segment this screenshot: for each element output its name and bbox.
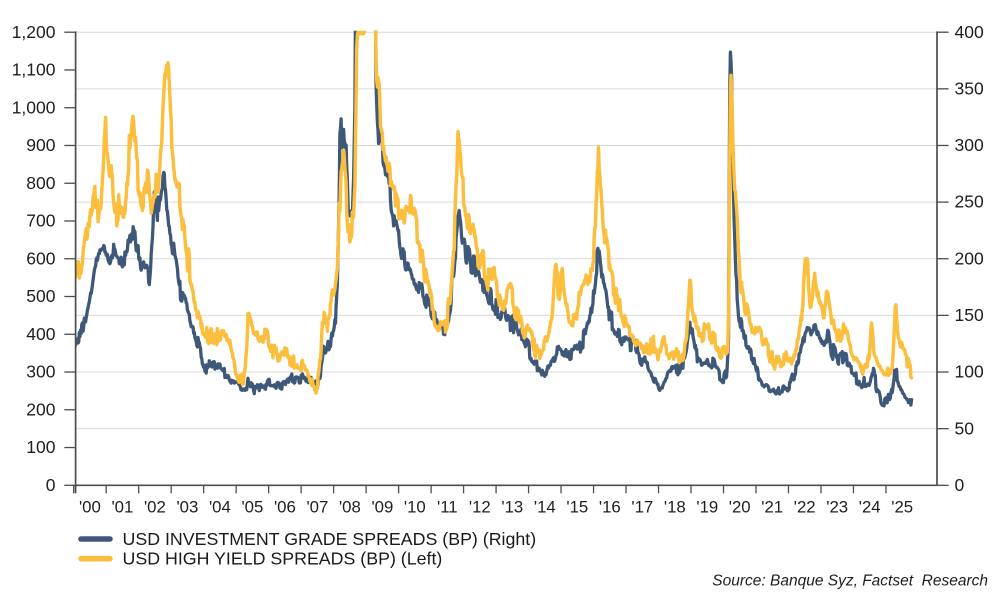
svg-text:'15: '15: [566, 498, 588, 517]
svg-text:900: 900: [26, 135, 55, 155]
svg-text:100: 100: [26, 437, 55, 457]
svg-text:Source: Banque Syz, Factset R: Source: Banque Syz, Factset Research: [712, 573, 988, 590]
svg-text:250: 250: [955, 192, 984, 212]
svg-text:50: 50: [955, 418, 975, 438]
svg-text:500: 500: [26, 286, 55, 306]
svg-text:'20: '20: [729, 498, 751, 517]
svg-text:600: 600: [26, 248, 55, 268]
svg-text:350: 350: [955, 78, 984, 98]
svg-text:'16: '16: [599, 498, 621, 517]
svg-text:1,200: 1,200: [12, 22, 56, 42]
svg-text:700: 700: [26, 211, 55, 231]
svg-text:'07: '07: [306, 498, 328, 517]
svg-text:'06: '06: [274, 498, 296, 517]
svg-text:'00: '00: [79, 498, 101, 517]
svg-text:'22: '22: [794, 498, 816, 517]
svg-text:'04: '04: [209, 498, 231, 517]
svg-text:'19: '19: [696, 498, 718, 517]
svg-text:'10: '10: [404, 498, 426, 517]
svg-text:'08: '08: [339, 498, 361, 517]
svg-text:400: 400: [955, 22, 984, 42]
svg-text:100: 100: [955, 362, 984, 382]
svg-text:'14: '14: [534, 498, 556, 517]
svg-text:'21: '21: [761, 498, 783, 517]
svg-text:'11: '11: [437, 498, 458, 517]
svg-text:'23: '23: [826, 498, 848, 517]
svg-text:'25: '25: [891, 498, 913, 517]
svg-text:'24: '24: [859, 498, 881, 517]
svg-text:'01: '01: [111, 498, 133, 517]
svg-text:150: 150: [955, 305, 984, 325]
svg-text:'03: '03: [176, 498, 198, 517]
svg-text:'13: '13: [501, 498, 523, 517]
svg-text:USD HIGH YIELD SPREADS (BP) (L: USD HIGH YIELD SPREADS (BP) (Left): [123, 549, 443, 569]
svg-text:'17: '17: [631, 498, 653, 517]
svg-text:'05: '05: [241, 498, 263, 517]
svg-text:'12: '12: [469, 498, 491, 517]
svg-text:1,000: 1,000: [12, 97, 56, 117]
svg-text:'09: '09: [371, 498, 393, 517]
svg-text:300: 300: [26, 362, 55, 382]
svg-text:0: 0: [955, 475, 965, 495]
svg-text:'02: '02: [144, 498, 166, 517]
svg-text:1,100: 1,100: [12, 60, 56, 80]
svg-text:200: 200: [26, 399, 55, 419]
svg-text:USD INVESTMENT GRADE SPREADS (: USD INVESTMENT GRADE SPREADS (BP) (Right…: [123, 529, 537, 549]
svg-text:300: 300: [955, 135, 984, 155]
svg-text:0: 0: [46, 475, 56, 495]
svg-text:200: 200: [955, 248, 984, 268]
svg-text:400: 400: [26, 324, 55, 344]
svg-text:'18: '18: [664, 498, 686, 517]
svg-text:800: 800: [26, 173, 55, 193]
